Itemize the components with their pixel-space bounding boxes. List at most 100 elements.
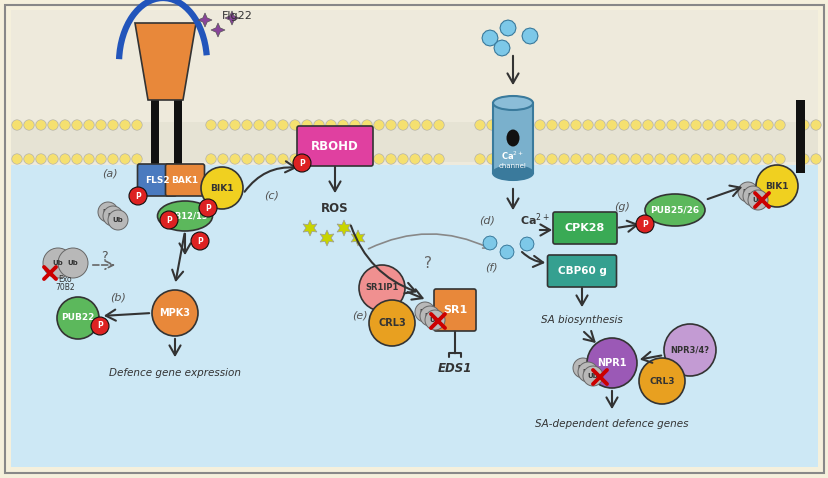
Text: P: P	[642, 219, 647, 228]
Bar	[174, 100, 182, 173]
Circle shape	[594, 120, 604, 130]
Text: CBP60 g: CBP60 g	[557, 266, 606, 276]
Text: Ub: Ub	[742, 189, 753, 195]
Circle shape	[409, 154, 420, 164]
Circle shape	[678, 120, 688, 130]
Ellipse shape	[493, 166, 532, 180]
Polygon shape	[303, 220, 316, 236]
Circle shape	[582, 154, 593, 164]
Circle shape	[337, 120, 348, 130]
Text: ?: ?	[100, 250, 107, 263]
Circle shape	[498, 154, 508, 164]
Circle shape	[24, 120, 34, 130]
Circle shape	[132, 154, 142, 164]
Circle shape	[498, 120, 508, 130]
Text: P: P	[166, 216, 171, 225]
Circle shape	[301, 154, 312, 164]
Text: PUB25/26: PUB25/26	[650, 206, 699, 215]
Text: Ub: Ub	[587, 373, 598, 379]
FancyArrowPatch shape	[522, 252, 542, 267]
Circle shape	[510, 120, 521, 130]
Text: Ub: Ub	[108, 213, 118, 219]
Circle shape	[774, 154, 784, 164]
Text: SA biosynthesis: SA biosynthesis	[541, 315, 622, 325]
Circle shape	[43, 248, 73, 278]
Circle shape	[714, 120, 724, 130]
Text: (b): (b)	[110, 293, 126, 303]
Text: Exo: Exo	[58, 275, 72, 284]
Circle shape	[774, 120, 784, 130]
Bar	[11, 122, 817, 162]
Circle shape	[36, 120, 46, 130]
Circle shape	[361, 154, 372, 164]
Circle shape	[60, 154, 70, 164]
Circle shape	[742, 186, 762, 206]
Text: Defence gene expression: Defence gene expression	[108, 368, 241, 378]
Circle shape	[205, 154, 216, 164]
Circle shape	[129, 187, 147, 205]
Circle shape	[586, 338, 636, 388]
Circle shape	[96, 120, 106, 130]
Circle shape	[242, 120, 252, 130]
Circle shape	[638, 358, 684, 404]
Circle shape	[798, 154, 808, 164]
Circle shape	[582, 120, 593, 130]
Circle shape	[666, 120, 676, 130]
Circle shape	[702, 120, 712, 130]
Text: Ub: Ub	[582, 369, 593, 375]
Circle shape	[96, 154, 106, 164]
Polygon shape	[519, 237, 533, 251]
Circle shape	[433, 120, 444, 130]
Circle shape	[702, 154, 712, 164]
Polygon shape	[135, 23, 195, 100]
Polygon shape	[211, 23, 224, 37]
Circle shape	[654, 120, 664, 130]
Circle shape	[570, 154, 580, 164]
FancyArrowPatch shape	[172, 234, 185, 280]
Circle shape	[205, 120, 216, 130]
Circle shape	[361, 120, 372, 130]
FancyArrowPatch shape	[707, 185, 739, 199]
Circle shape	[314, 120, 324, 130]
Circle shape	[606, 154, 617, 164]
Circle shape	[98, 202, 118, 222]
Circle shape	[337, 154, 348, 164]
Polygon shape	[499, 245, 513, 259]
Circle shape	[120, 120, 130, 130]
Bar	[493, 103, 532, 173]
Circle shape	[738, 154, 749, 164]
Circle shape	[108, 210, 128, 230]
Circle shape	[373, 120, 383, 130]
Text: Ub: Ub	[419, 309, 430, 315]
Circle shape	[577, 362, 597, 382]
Circle shape	[486, 120, 497, 130]
Circle shape	[84, 154, 94, 164]
Circle shape	[737, 182, 757, 202]
Circle shape	[474, 154, 484, 164]
Circle shape	[570, 120, 580, 130]
Text: SA-dependent defence genes: SA-dependent defence genes	[535, 419, 688, 429]
Circle shape	[810, 120, 821, 130]
Circle shape	[546, 120, 556, 130]
Circle shape	[290, 120, 300, 130]
Circle shape	[229, 120, 240, 130]
Circle shape	[385, 120, 396, 130]
Polygon shape	[483, 236, 497, 250]
Text: ROS: ROS	[320, 202, 349, 215]
Circle shape	[314, 154, 324, 164]
Text: (c): (c)	[264, 190, 279, 200]
FancyArrowPatch shape	[244, 161, 295, 192]
Text: (f): (f)	[484, 263, 497, 273]
Circle shape	[103, 206, 123, 226]
Circle shape	[12, 154, 22, 164]
Circle shape	[534, 120, 545, 130]
Circle shape	[325, 154, 336, 164]
Text: PUB12/13: PUB12/13	[162, 211, 208, 220]
Circle shape	[91, 317, 108, 335]
Text: 70B2: 70B2	[55, 283, 75, 293]
Ellipse shape	[644, 194, 704, 226]
Polygon shape	[499, 20, 515, 36]
Text: P: P	[135, 192, 141, 200]
Circle shape	[349, 120, 359, 130]
Text: BIK1: BIK1	[764, 182, 787, 191]
